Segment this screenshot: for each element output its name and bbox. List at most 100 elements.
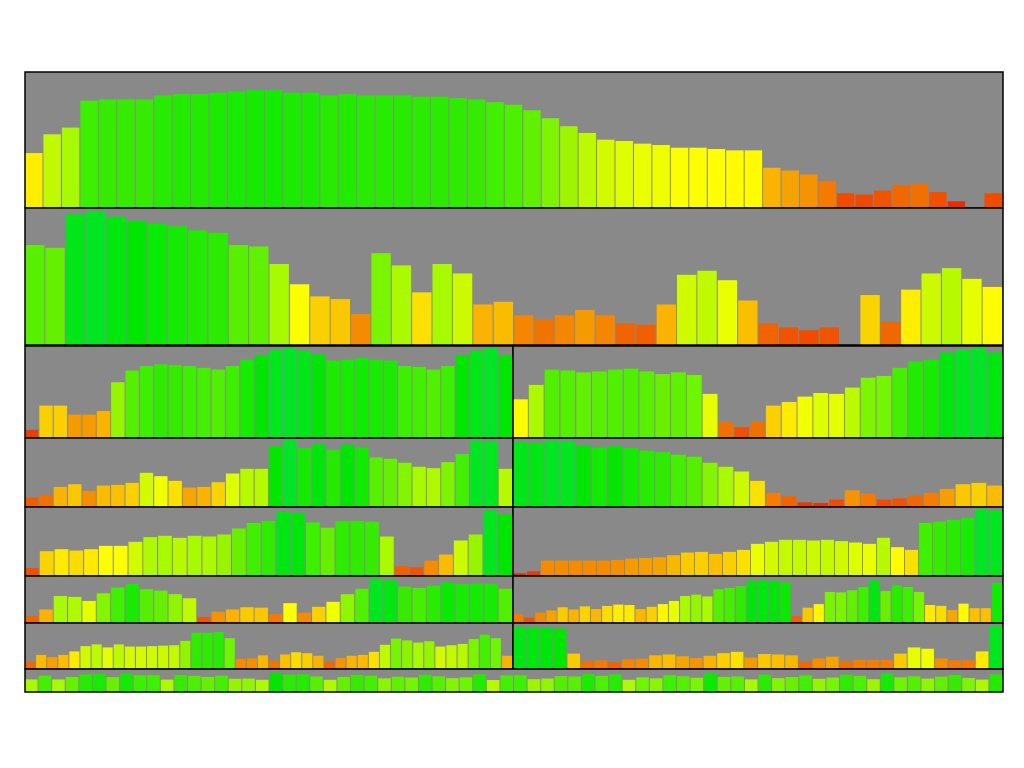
bar [133,675,147,692]
bar [735,586,746,623]
bar [987,352,1002,438]
bar [793,539,806,576]
bar [435,646,446,669]
bar [154,364,168,438]
bar [80,646,91,669]
bar [607,369,623,438]
bar [228,245,249,345]
bar [980,608,991,623]
bar [320,95,338,208]
bar [677,676,690,692]
bar [135,646,146,669]
bar [264,90,283,208]
bar [649,678,663,692]
bar [160,679,174,692]
bar [291,652,302,669]
bar [340,594,355,623]
bar [426,468,441,507]
bar [98,545,113,576]
bar [744,150,763,208]
bar [863,543,876,576]
bar [473,674,486,692]
bar [948,660,962,669]
bar [639,450,655,507]
bar [655,452,671,507]
bar [312,606,326,623]
bar [479,634,490,669]
bar [139,589,154,623]
bar [663,675,676,692]
bar [25,615,39,623]
bar [636,677,649,692]
bar [158,535,172,576]
bar [681,552,694,576]
bar [305,522,320,576]
bar [581,661,594,669]
bar [39,551,54,576]
bar [25,245,45,345]
bar [858,587,869,623]
bar [975,651,989,669]
bar [567,653,581,669]
bar [560,126,578,208]
bar [283,603,297,623]
bar [746,580,757,623]
bar [413,642,424,669]
bar [498,514,512,576]
bar [483,510,498,576]
bar [102,647,113,669]
bar [513,614,524,623]
chart-panel-6 [24,506,514,577]
bar [368,651,379,669]
bar [225,609,240,623]
bar [68,484,82,507]
bar [686,375,702,438]
bar [36,654,47,669]
bar [513,442,528,507]
bar [369,359,383,438]
bar [168,480,182,507]
bar [860,493,876,507]
bar [785,677,799,692]
bar [607,446,623,507]
bar [467,99,486,208]
bar [910,183,929,208]
bar [45,247,65,345]
bar [375,95,394,208]
bar [469,583,484,623]
bar [860,377,876,438]
bar [346,655,357,669]
bar [269,264,289,345]
bar [771,654,785,669]
bar [96,593,111,623]
bar [240,468,254,507]
bar [68,596,82,623]
bar [568,609,579,623]
bar [217,534,232,576]
bar [925,605,936,623]
bar [351,313,371,345]
bar [202,536,217,576]
bar [500,675,513,692]
bar [25,497,39,507]
bar [324,661,335,669]
bar [301,92,320,208]
chart-panel-9 [512,575,1004,624]
bar [609,674,622,692]
bar [96,485,111,507]
bar [844,387,860,438]
bar [111,587,125,623]
bar [394,95,412,208]
bar [947,201,966,208]
panel-border [24,668,1004,693]
bar [25,679,38,692]
bar [615,141,633,208]
bar [168,594,182,623]
bar [575,309,595,345]
chart-panel-4 [24,437,514,508]
bar [187,535,202,576]
bar [717,280,738,345]
bar [876,499,892,507]
bar [734,427,750,438]
bar [554,676,568,692]
